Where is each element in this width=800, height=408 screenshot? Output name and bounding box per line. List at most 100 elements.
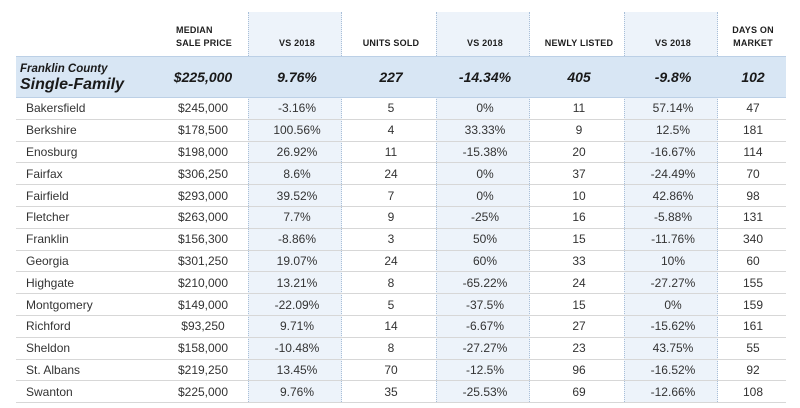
units-vs-2018: -15.38%	[438, 141, 532, 164]
header-median-line2: SALE PRICE	[176, 38, 233, 48]
days-on-market: 161	[720, 315, 786, 338]
table-row: Highgate $210,000 13.21% 8 -65.22% 24 -27.27% 1…	[16, 271, 786, 295]
units-vs-2018: -25%	[438, 206, 532, 229]
newly-listed: 15	[532, 293, 626, 316]
days-on-market: 108	[720, 380, 786, 404]
property-type: Single-Family	[20, 76, 125, 93]
header-units-vs-2018: VS 2018	[467, 38, 503, 48]
days-on-market: 60	[720, 250, 786, 273]
header-days-on-market: DAYS ON MARKET	[720, 12, 786, 57]
listed-vs-2018: -5.88%	[626, 206, 720, 229]
units-vs-2018: 0%	[438, 184, 532, 207]
newly-listed: 27	[532, 315, 626, 338]
table-row: Fletcher $263,000 7.7% 9 -25% 16 -5.88% 131	[16, 206, 786, 229]
listed-vs-2018: 57.14%	[626, 97, 720, 120]
table-row: Franklin $156,300 -8.86% 3 50% 15 -11.76% 340	[16, 228, 786, 251]
newly-listed: 10	[532, 184, 626, 207]
units-vs-2018: -27.27%	[438, 337, 532, 360]
units-sold: 70	[344, 359, 438, 382]
units-sold: 3	[344, 228, 438, 251]
units-vs-2018: -65.22%	[438, 271, 532, 295]
town-name: Berkshire	[16, 119, 156, 142]
days-on-market: 340	[720, 228, 786, 251]
header-days-line1: DAYS ON	[732, 25, 774, 35]
table-header: MEDIAN SALE PRICE VS 2018 UNITS SOLD VS …	[16, 12, 786, 57]
median-vs-2018: 9.71%	[250, 315, 344, 338]
listed-vs-2018: 12.5%	[626, 119, 720, 142]
units-vs-2018: -25.53%	[438, 380, 532, 404]
units-sold: 7	[344, 184, 438, 207]
median-vs-2018: 8.6%	[250, 162, 344, 186]
median-sale-price: $301,250	[156, 250, 250, 273]
newly-listed: 15	[532, 228, 626, 251]
newly-listed: 96	[532, 359, 626, 382]
newly-listed: 16	[532, 206, 626, 229]
town-name: Bakersfield	[16, 97, 156, 120]
table-row: Swanton $225,000 9.76% 35 -25.53% 69 -12.66% 10…	[16, 380, 786, 404]
town-name: Montgomery	[16, 293, 156, 316]
days-on-market: 70	[720, 162, 786, 186]
median-sale-price: $198,000	[156, 141, 250, 164]
units-sold: 24	[344, 250, 438, 273]
header-newly-listed: NEWLY LISTED	[544, 38, 614, 48]
listed-vs-2018: -24.49%	[626, 162, 720, 186]
town-name: Franklin	[16, 228, 156, 251]
median-vs-2018: 7.7%	[250, 206, 344, 229]
header-empty	[16, 12, 156, 57]
newly-listed: 9	[532, 119, 626, 142]
town-name: Highgate	[16, 271, 156, 295]
town-name: Fairfield	[16, 184, 156, 207]
summary-title: Franklin County Single-Family	[16, 56, 156, 98]
median-vs-2018: 39.52%	[250, 184, 344, 207]
units-sold: 8	[344, 271, 438, 295]
summary-listed: 405	[532, 56, 626, 98]
table-row: Berkshire $178,500 100.56% 4 33.33% 9 12.5% 181	[16, 119, 786, 142]
listed-vs-2018: -11.76%	[626, 228, 720, 251]
units-vs-2018: -6.67%	[438, 315, 532, 338]
units-vs-2018: 0%	[438, 97, 532, 120]
units-sold: 4	[344, 119, 438, 142]
units-sold: 8	[344, 337, 438, 360]
summary-median-vs: 9.76%	[250, 56, 344, 98]
units-vs-2018: 0%	[438, 162, 532, 186]
units-sold: 24	[344, 162, 438, 186]
median-sale-price: $210,000	[156, 271, 250, 295]
units-sold: 11	[344, 141, 438, 164]
days-on-market: 159	[720, 293, 786, 316]
median-sale-price: $219,250	[156, 359, 250, 382]
town-name: Georgia	[16, 250, 156, 273]
town-name: Richford	[16, 315, 156, 338]
units-vs-2018: 33.33%	[438, 119, 532, 142]
newly-listed: 23	[532, 337, 626, 360]
town-name: Fairfax	[16, 162, 156, 186]
units-sold: 35	[344, 380, 438, 404]
median-vs-2018: -3.16%	[250, 97, 344, 120]
days-on-market: 55	[720, 337, 786, 360]
town-name: Sheldon	[16, 337, 156, 360]
listed-vs-2018: -12.66%	[626, 380, 720, 404]
median-sale-price: $293,000	[156, 184, 250, 207]
median-sale-price: $93,250	[156, 315, 250, 338]
newly-listed: 24	[532, 271, 626, 295]
median-vs-2018: -8.86%	[250, 228, 344, 251]
units-sold: 5	[344, 293, 438, 316]
table-row: Fairfax $306,250 8.6% 24 0% 37 -24.49% 70	[16, 162, 786, 186]
days-on-market: 47	[720, 97, 786, 120]
median-vs-2018: 26.92%	[250, 141, 344, 164]
median-sale-price: $149,000	[156, 293, 250, 316]
header-median-sale-price: MEDIAN SALE PRICE	[156, 12, 250, 57]
units-sold: 9	[344, 206, 438, 229]
summary-units-vs: -14.34%	[438, 56, 532, 98]
header-median-vs-2018: VS 2018	[279, 38, 315, 48]
summary-days: 102	[720, 56, 786, 98]
town-name: Swanton	[16, 380, 156, 404]
newly-listed: 37	[532, 162, 626, 186]
town-name: Enosburg	[16, 141, 156, 164]
median-sale-price: $156,300	[156, 228, 250, 251]
listed-vs-2018: -15.62%	[626, 315, 720, 338]
summary-median: $225,000	[156, 56, 250, 98]
table-row: Bakersfield $245,000 -3.16% 5 0% 11 57.14% 47	[16, 97, 786, 120]
median-vs-2018: 13.45%	[250, 359, 344, 382]
days-on-market: 155	[720, 271, 786, 295]
